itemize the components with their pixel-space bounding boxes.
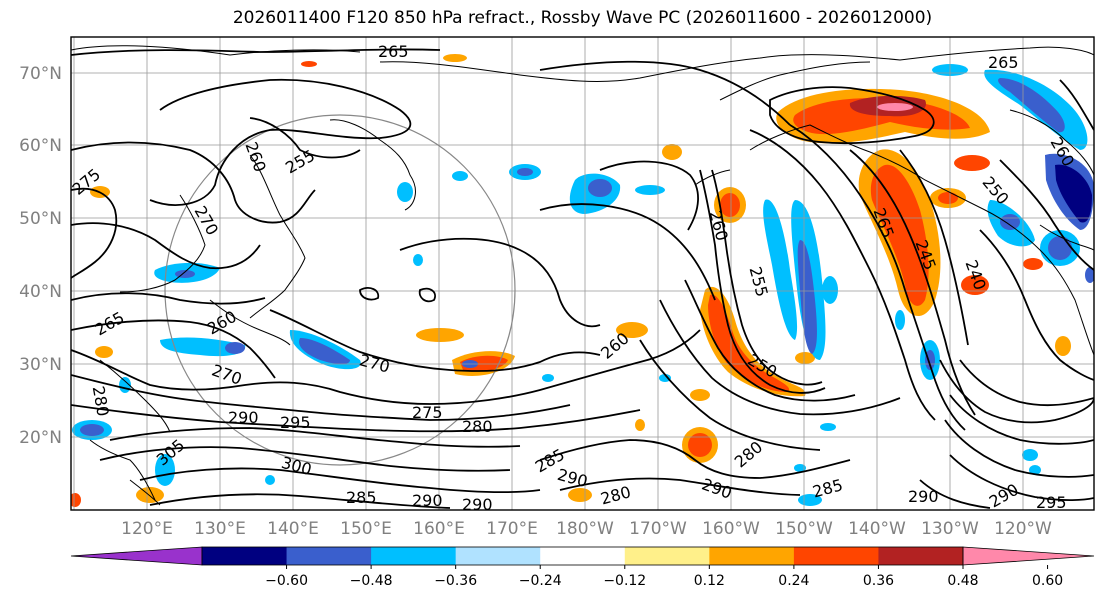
colorbar-segment (455, 547, 541, 565)
colorbar-tick-label: 0.60 (1032, 573, 1063, 589)
colorbar-tick-label: 0.24 (778, 573, 809, 589)
lon-label: 160°E (413, 519, 465, 539)
lon-label: 170°E (486, 519, 538, 539)
lon-label: 120°E (121, 519, 173, 539)
lat-label: 30°N (19, 355, 62, 375)
lon-label: 130°W (921, 519, 979, 539)
lon-label: 150°E (340, 519, 392, 539)
contour-label: 290 (228, 408, 259, 427)
contour-label: 265 (378, 42, 409, 61)
colorbar-segment (540, 547, 626, 565)
contour-label: 295 (280, 413, 311, 432)
range-circle (164, 114, 516, 466)
coastlines (71, 45, 1094, 506)
contour-label: 275 (412, 403, 443, 422)
lat-label: 70°N (19, 64, 62, 84)
lon-label: 130°E (194, 519, 246, 539)
colorbar-tick-label: 0.48 (947, 573, 978, 589)
latitude-labels: 70°N 60°N 50°N 40°N 30°N 20°N (19, 64, 62, 448)
lon-label: 150°W (775, 519, 833, 539)
colorbar-segment (624, 547, 710, 565)
colorbar-segment (878, 547, 964, 565)
longitude-labels: 120°E 130°E 140°E 150°E 160°E 170°E 180°… (121, 519, 1052, 539)
map-title: 2026011400 F120 850 hPa refract., Rossby… (232, 8, 933, 28)
colorbar-segment (202, 547, 288, 565)
contour-label: 290 (412, 491, 443, 510)
colorbar: −0.60 −0.48 −0.36 −0.24 −0.12 0.12 0.24 0.36 0.4… (70, 546, 1095, 589)
colorbar-segment (371, 547, 457, 565)
colorbar-extend-high (962, 546, 1095, 566)
map-plot-area: 265 265 260 255 270 275 265 260 270 270 … (71, 37, 1094, 514)
colorbar-segment (793, 547, 879, 565)
colorbar-segment (286, 547, 372, 565)
colorbar-segment (709, 547, 795, 565)
contour-lines (71, 48, 1094, 509)
colorbar-tick-label: 0.12 (694, 573, 725, 589)
colorbar-tick-label: 0.36 (863, 573, 894, 589)
lon-label: 180°W (556, 519, 614, 539)
lat-label: 40°N (19, 282, 62, 302)
contour-label: 295 (1036, 493, 1067, 512)
contour-label: 285 (346, 488, 377, 507)
contour-label: 290 (462, 495, 493, 514)
contour-label: 280 (462, 417, 493, 436)
contour-label: 290 (908, 487, 939, 506)
colorbar-extend-low (70, 546, 203, 566)
lon-label: 140°W (848, 519, 906, 539)
lon-label: 170°W (629, 519, 687, 539)
colorbar-tick-label: −0.60 (265, 573, 308, 589)
lat-label: 20°N (19, 428, 62, 448)
colorbar-tick-label: −0.12 (603, 573, 646, 589)
lon-label: 120°W (994, 519, 1052, 539)
colorbar-tick-label: −0.48 (350, 573, 393, 589)
graticule (71, 37, 1094, 510)
map-frame (70, 36, 1095, 511)
colorbar-outline (201, 546, 964, 566)
colorbar-tick-label: −0.24 (519, 573, 562, 589)
contour-label: 265 (988, 53, 1019, 72)
colorbar-tick-label: −0.36 (434, 573, 477, 589)
lon-label: 160°W (702, 519, 760, 539)
lat-label: 50°N (19, 209, 62, 229)
lat-label: 60°N (19, 136, 62, 156)
lon-label: 140°E (267, 519, 319, 539)
